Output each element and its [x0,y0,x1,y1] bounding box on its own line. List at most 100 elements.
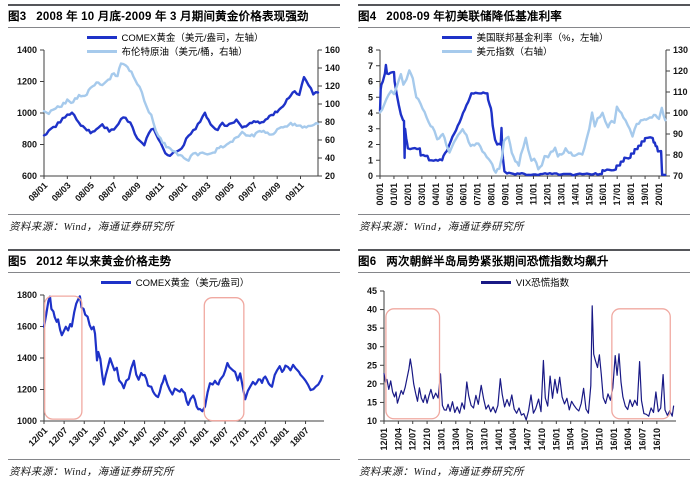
legend-line-swatch [86,49,117,53]
legend-line-swatch [480,280,511,284]
figure-panel-3: 图3 2008 年 10 月底-2009 年 3 月期间黄金价格表现强劲 COME… [0,0,350,245]
x-axis-tick-label: 18/01 [626,183,636,206]
x-axis-tick-label: 04/01 [431,183,441,206]
legend-line-swatch [441,35,472,39]
x-axis-tick-label: 17/01 [612,183,622,206]
y2-axis-tick-label: 130 [673,45,688,55]
x-axis-tick-label: 20/01 [654,183,664,206]
x-axis-tick-label: 12/10 [422,428,432,451]
x-axis-tick-label: 14/04 [508,428,518,451]
x-axis-tick-label: 08/03 [50,180,73,203]
x-axis-tick-label: 17/07 [248,425,271,448]
x-axis-tick-label: 16/07 [207,425,230,448]
y-axis-tick-label: 40 [367,305,377,315]
y-axis-tick-label: 1400 [17,45,37,55]
x-axis-tick-label: 09/09 [260,180,283,203]
data-source: 资料来源：Wind，海通证券研究所 [359,467,524,478]
y2-axis-tick-label: 70 [673,171,683,181]
legend-item: COMEX黄金（美元/盎司，左轴） [86,30,264,44]
chart-legend: COMEX黄金（美元/盎司，左轴） 布伦特原油（美元/桶，右轴） [86,30,264,58]
x-axis-tick-label: 06/01 [459,183,469,206]
legend-label: COMEX黄金（美元/盎司，左轴） [121,33,264,44]
divider [358,4,690,6]
x-axis-tick-label: 17/01 [228,425,251,448]
data-source: 资料来源：Wind，海通证券研究所 [9,467,174,478]
legend-line-swatch [441,49,472,53]
x-axis-tick-label: 15/07 [580,428,590,451]
divider [8,272,340,273]
legend-item: COMEX黄金（美元/盎司） [100,275,249,289]
series-line-1 [383,305,675,421]
chart-legend: 美国联邦基金利率（%，左轴） 美元指数（右轴） [441,30,608,58]
chart-title: 图6 两次朝鲜半岛局势紧张期间恐慌指数均飙升 [358,253,609,269]
y-axis-tick-label: 0 [368,171,373,181]
x-axis-tick-label: 15/01 [584,183,594,206]
y2-axis-tick-label: 120 [325,81,340,91]
y2-axis-tick-label: 160 [325,45,340,55]
x-axis-tick-label: 14/01 [570,183,580,206]
series-line-1 [378,63,667,177]
x-axis-tick-label: 15/01 [551,428,561,451]
divider [358,214,690,215]
y2-axis-tick-label: 110 [673,87,688,97]
figure-number: 图5 [8,256,27,268]
chart-title: 图3 2008 年 10 月底-2009 年 3 月期间黄金价格表现强劲 [8,8,309,24]
legend-label: 美元指数（右轴） [476,47,553,58]
axis-tick-labels: 0 1 2 3 4 5 6 7 8 70 80 90 100 110 120 130 00/01 01/01 02/… [368,45,688,206]
x-axis-tick-label: 02/01 [403,183,413,206]
figure-number: 图3 [8,11,27,23]
x-axis-tick-label: 11/01 [528,183,538,205]
x-axis-tick-label: 08/01 [26,180,49,203]
y-axis-tick-label: 20 [367,379,377,389]
x-axis-tick-label: 01/01 [389,183,399,206]
chart-title: 图5 2012 年以来黄金价格走势 [8,253,171,269]
divider [8,249,340,251]
figure-number: 图4 [358,11,377,23]
highlight-box [203,297,245,422]
y-axis-tick-label: 30 [367,342,377,352]
y2-axis-tick-label: 60 [325,135,335,145]
x-axis-tick-label: 18/01 [268,425,291,448]
series-line-2 [42,62,320,162]
y-axis-tick-label: 35 [367,323,377,333]
y2-axis-tick-label: 100 [673,108,688,118]
y-axis-tick-label: 15 [367,397,377,407]
x-axis-tick-label: 09/01 [501,183,511,206]
figure-panel-6: 图6 两次朝鲜半岛局势紧张期间恐慌指数均飙升 VIX恐慌指数 10 15 20 25 30… [350,245,700,490]
x-axis-tick-label: 13/10 [480,428,490,451]
x-axis-tick-label: 12/01 [542,183,552,206]
x-axis-tick-label: 15/01 [147,425,170,448]
data-source: 资料来源：Wind，海通证券研究所 [9,222,174,233]
x-axis-tick-label: 16/01 [609,428,619,451]
divider [358,27,690,28]
y-axis-tick-label: 8 [368,45,373,55]
y-axis-tick-label: 7 [368,61,373,71]
x-axis-tick-label: 03/01 [417,183,427,206]
highlight-box [385,308,441,420]
x-axis-tick-label: 13/01 [436,428,446,451]
y-axis-tick-label: 25 [367,360,377,370]
y2-axis-tick-label: 90 [673,129,683,139]
x-axis-tick-label: 13/01 [556,183,566,206]
x-axis-tick-label: 15/07 [167,425,190,448]
legend-label: VIX恐慌指数 [515,278,570,289]
divider [358,459,690,460]
series-line-1 [42,295,324,413]
y-axis-tick-label: 4 [368,108,373,118]
x-axis-tick-label: 12/01 [26,425,49,448]
x-axis-tick-label: 14/01 [107,425,130,448]
axis-tick-labels: 10 15 20 25 30 35 40 45 12/01 12/04 12/07 12/10 13/0… [367,286,662,451]
x-axis-tick-label: 14/01 [494,428,504,451]
highlight-box [44,295,83,420]
axis-tick-labels: 1000 1200 1400 1600 1800 12/0112/0713/0113/07… [17,290,311,448]
x-axis-tick-label: 16/01 [598,183,608,206]
divider [8,459,340,460]
axes [376,49,670,179]
divider [358,249,690,251]
x-axis-tick-label: 09/01 [166,180,189,203]
x-axis-tick-label: 08/07 [96,180,119,203]
y2-axis-tick-label: 40 [325,153,335,163]
y-axis-tick-label: 1000 [17,416,37,426]
axes [40,49,322,179]
